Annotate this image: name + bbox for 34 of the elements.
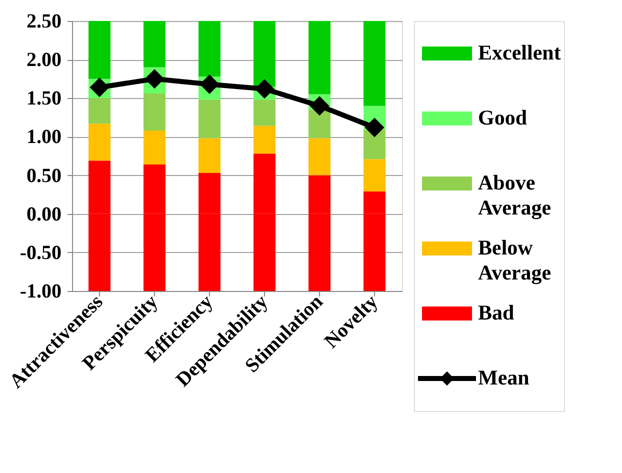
bar [254, 100, 276, 126]
y-tick-label: 0.50 [26, 164, 62, 187]
bar [364, 159, 386, 192]
bar [144, 21, 166, 68]
bar [144, 94, 166, 131]
bar [198, 100, 220, 138]
bar [308, 110, 330, 138]
point [254, 79, 274, 99]
bar [144, 130, 166, 164]
y-tick-label: -0.50 [20, 242, 62, 264]
bar [364, 21, 386, 106]
legend-label: Above Average [478, 170, 552, 220]
legend-label: Below Average [478, 236, 552, 284]
bar [198, 138, 220, 173]
y-tick-label: 2.50 [26, 10, 62, 32]
legend-label: Good [478, 106, 528, 130]
legend-label: Bad [478, 300, 515, 324]
bar [254, 21, 276, 87]
legend-label: Mean [478, 366, 530, 390]
y-tick-label: 2.00 [26, 49, 62, 72]
legend-label: Excellent [478, 40, 561, 64]
point [310, 96, 330, 116]
y-tick-label: -1.00 [20, 280, 62, 302]
y-tick-label: 0.00 [26, 203, 62, 226]
bar [198, 21, 220, 77]
bar [88, 21, 110, 79]
bar [88, 124, 110, 161]
bar [364, 130, 386, 160]
bar [308, 21, 330, 94]
y-tick-label: 1.00 [26, 126, 62, 148]
bar [308, 138, 330, 176]
bar [254, 126, 276, 154]
y-tick-label: 1.50 [26, 88, 62, 110]
bar [88, 98, 110, 124]
